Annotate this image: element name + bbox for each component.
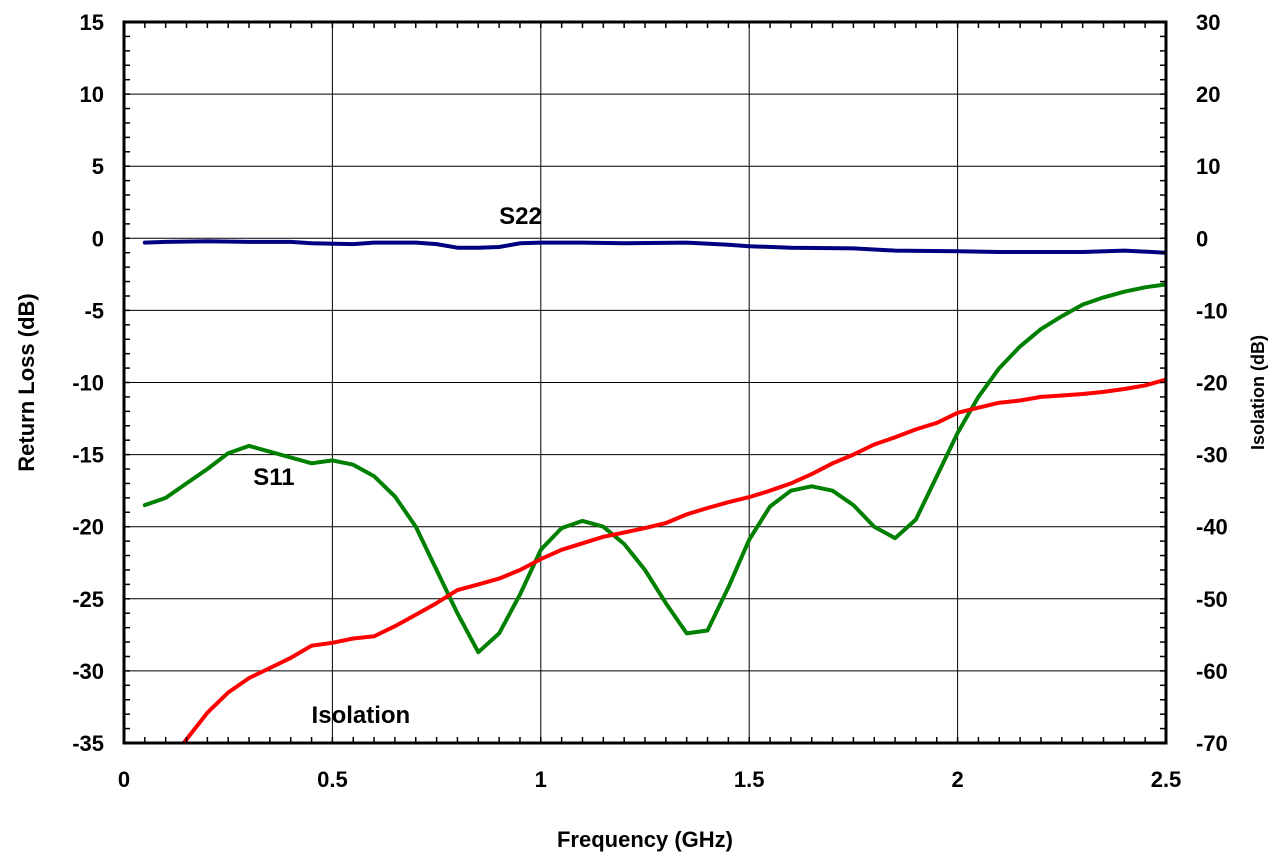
y-tick-label: 0 [92,226,104,251]
series-line-s22 [142,239,1166,255]
y-right-tick-label: 10 [1196,154,1220,179]
annotation-s11: S11 [253,464,294,491]
y-tick-label: 10 [80,82,104,107]
y-right-tick-label: -50 [1196,587,1228,612]
y-right-tick-label: 20 [1196,82,1220,107]
y-tick-label: 15 [80,10,104,35]
x-tick-label: 2 [951,767,963,792]
y-tick-label: -25 [72,587,104,612]
series-line-isolation [181,377,1166,743]
y-tick-label: -20 [72,515,104,540]
grid-lines [124,22,1166,743]
series-lines [142,239,1166,743]
y-tick-label: 5 [92,154,104,179]
y-tick-label: -15 [72,443,104,468]
x-tick-label: 1.5 [734,767,765,792]
x-tick-labels: 0 0.5 1 1.5 2 2.5 [118,767,1181,792]
x-tick-label: 0 [118,767,130,792]
annotation-s22: S22 [499,203,542,230]
y-tick-label: -35 [72,731,104,756]
y-right-tick-label: -70 [1196,731,1228,756]
y-tick-labels: 15 10 5 0 -5 -10 -15 -20 -25 -30 -35 [72,10,104,756]
y-right-tick-label: -60 [1196,659,1228,684]
y-right-tick-label: -20 [1196,371,1228,396]
x-tick-label: 2.5 [1151,767,1182,792]
y-axis-title: Return Loss (dB) [14,293,39,471]
y-right-tick-label: -40 [1196,515,1228,540]
y-tick-label: -10 [72,371,104,396]
y-right-tick-labels: 30 20 10 0 -10 -20 -30 -40 -50 -60 -70 [1196,10,1228,756]
annotations: S22 S11 Isolation [253,203,542,729]
x-axis-title: Frequency (GHz) [557,827,733,852]
y-tick-label: -5 [84,298,104,323]
y-right-tick-label: 30 [1196,10,1220,35]
y-right-tick-label: 0 [1196,226,1208,251]
series-line-s11 [142,282,1166,655]
y-right-tick-label: -30 [1196,443,1228,468]
minor-ticks [123,21,1167,744]
x-tick-label: 1 [535,767,547,792]
y-tick-label: -30 [72,659,104,684]
annotation-isolation: Isolation [312,702,411,729]
y-right-axis-title: Isolation (dB) [1248,335,1268,450]
x-tick-label: 0.5 [317,767,348,792]
y-right-tick-label: -10 [1196,298,1228,323]
